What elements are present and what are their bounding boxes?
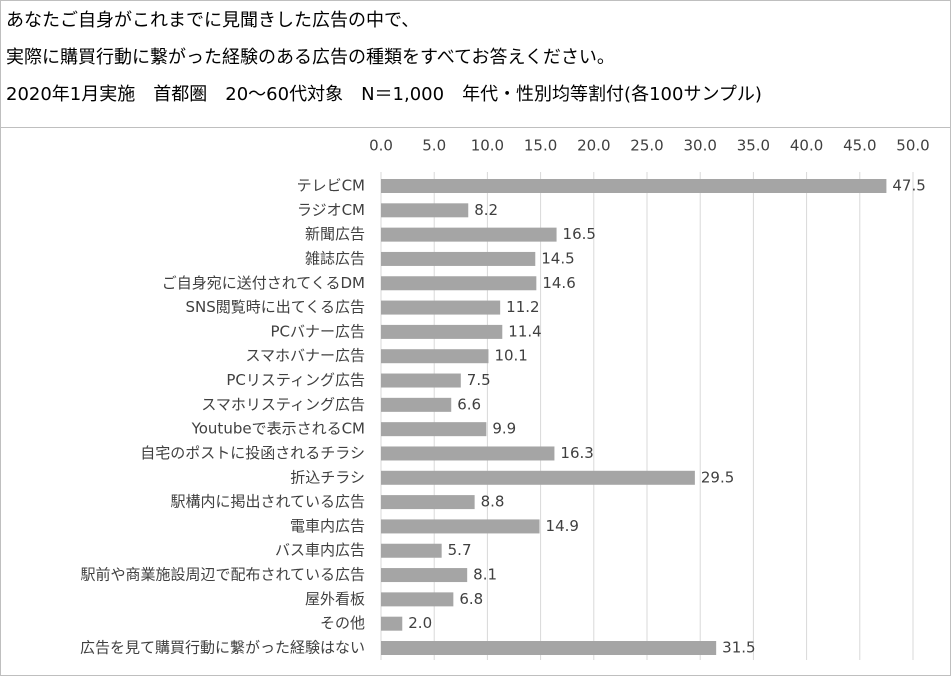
y-tick-label: 駅前や商業施設周辺で配布されている広告: [80, 566, 365, 584]
bar: [381, 519, 540, 534]
bar: [381, 495, 475, 510]
bar: [381, 470, 695, 485]
bar: [381, 276, 537, 291]
bar: [381, 179, 887, 193]
x-tick-label: 10.0: [471, 137, 504, 155]
data-label: 7.5: [467, 371, 491, 389]
data-label: 8.8: [481, 493, 505, 511]
data-label: 47.5: [892, 177, 925, 195]
y-tick-label: 屋外看板: [305, 590, 365, 608]
data-label: 8.1: [473, 566, 497, 584]
y-tick-label: 電車内広告: [290, 517, 365, 535]
y-tick-label: その他: [320, 614, 365, 632]
bar: [381, 568, 468, 583]
x-tick-label: 0.0: [369, 137, 393, 155]
y-tick-label: スマホリスティング広告: [201, 395, 365, 413]
data-label: 14.9: [546, 517, 579, 535]
x-tick-label: 15.0: [524, 137, 557, 155]
x-tick-label: 20.0: [577, 137, 610, 155]
data-label: 10.1: [494, 347, 527, 365]
bar: [381, 324, 503, 339]
data-label: 16.5: [563, 225, 596, 243]
y-tick-label: スマホバナー広告: [245, 347, 365, 365]
data-label: 2.0: [408, 614, 432, 632]
y-tick-label: 自宅のポストに投函されるチラシ: [140, 444, 365, 462]
bar: [381, 592, 454, 607]
y-tick-label: PCバナー広告: [270, 322, 365, 340]
chart-title: あなたご自身がこれまでに見聞きした広告の中で、: [6, 10, 419, 31]
y-tick-label: 駅構内に掲出されている広告: [170, 493, 365, 511]
y-tick-label: バス車内広告: [275, 541, 365, 559]
bar: [381, 446, 555, 461]
y-tick-label: ご自身宛に送付されてくるDM: [162, 274, 365, 292]
chart-title: 2020年1月実施 首都圏 20～60代対象 N＝1,000 年代・性別均等割付…: [6, 84, 762, 105]
bar: [381, 227, 557, 242]
y-tick-label: Youtubeで表示されるCM: [191, 420, 365, 438]
chart-title: 実際に購買行動に繋がった経験のある広告の種類をすべてお答えください。: [6, 47, 615, 68]
bar: [381, 543, 442, 558]
bar: [381, 300, 501, 315]
x-tick-label: 45.0: [843, 137, 876, 155]
data-label: 29.5: [701, 468, 734, 486]
x-tick-label: 35.0: [737, 137, 770, 155]
x-tick-label: 40.0: [790, 137, 823, 155]
bar: [381, 641, 717, 655]
data-label: 9.9: [492, 420, 516, 438]
y-tick-label: テレビCM: [297, 177, 365, 195]
data-label: 14.6: [542, 274, 575, 292]
x-tick-label: 30.0: [683, 137, 716, 155]
data-label: 6.6: [457, 395, 481, 413]
data-label: 8.2: [474, 201, 498, 219]
bar: [381, 397, 452, 412]
data-label: 6.8: [459, 590, 483, 608]
data-label: 5.7: [448, 541, 472, 559]
data-label: 14.5: [541, 249, 574, 267]
y-tick-label: PCリスティング広告: [226, 371, 365, 389]
y-tick-label: 広告を見て購買行動に繋がった経験はない: [80, 639, 365, 657]
bar: [381, 422, 487, 437]
y-tick-label: SNS閲覧時に出てくる広告: [185, 298, 365, 316]
data-label: 16.3: [560, 444, 593, 462]
bar: [381, 373, 461, 388]
y-tick-label: 新聞広告: [305, 225, 365, 243]
data-label: 11.4: [508, 322, 541, 340]
y-tick-label: 折込チラシ: [290, 468, 365, 486]
x-tick-label: 5.0: [422, 137, 446, 155]
y-tick-label: ラジオCM: [297, 201, 365, 219]
x-tick-label: 50.0: [896, 137, 929, 155]
data-label: 31.5: [722, 639, 755, 657]
bar: [381, 616, 403, 631]
x-tick-label: 25.0: [630, 137, 663, 155]
data-label: 11.2: [506, 298, 539, 316]
bar: [381, 349, 489, 364]
bar: [381, 203, 469, 218]
bar: [381, 251, 536, 266]
y-tick-label: 雑誌広告: [305, 249, 365, 267]
